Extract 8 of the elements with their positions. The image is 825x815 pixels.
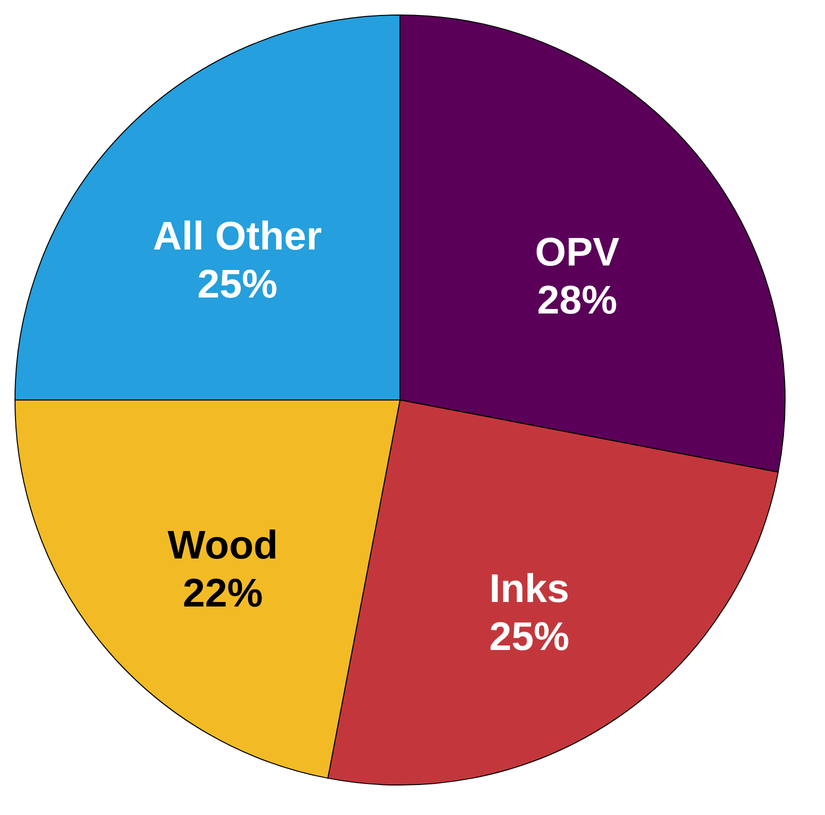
slice-label: All Other — [152, 214, 322, 258]
slice-label: OPV — [534, 230, 620, 274]
slice-label: Wood — [168, 524, 278, 568]
data-label: 22% — [182, 572, 263, 616]
data-label: 25% — [197, 262, 278, 306]
slice-label: Inks — [489, 567, 570, 612]
data-label: 25% — [489, 615, 570, 660]
data-label: 28% — [537, 278, 618, 322]
